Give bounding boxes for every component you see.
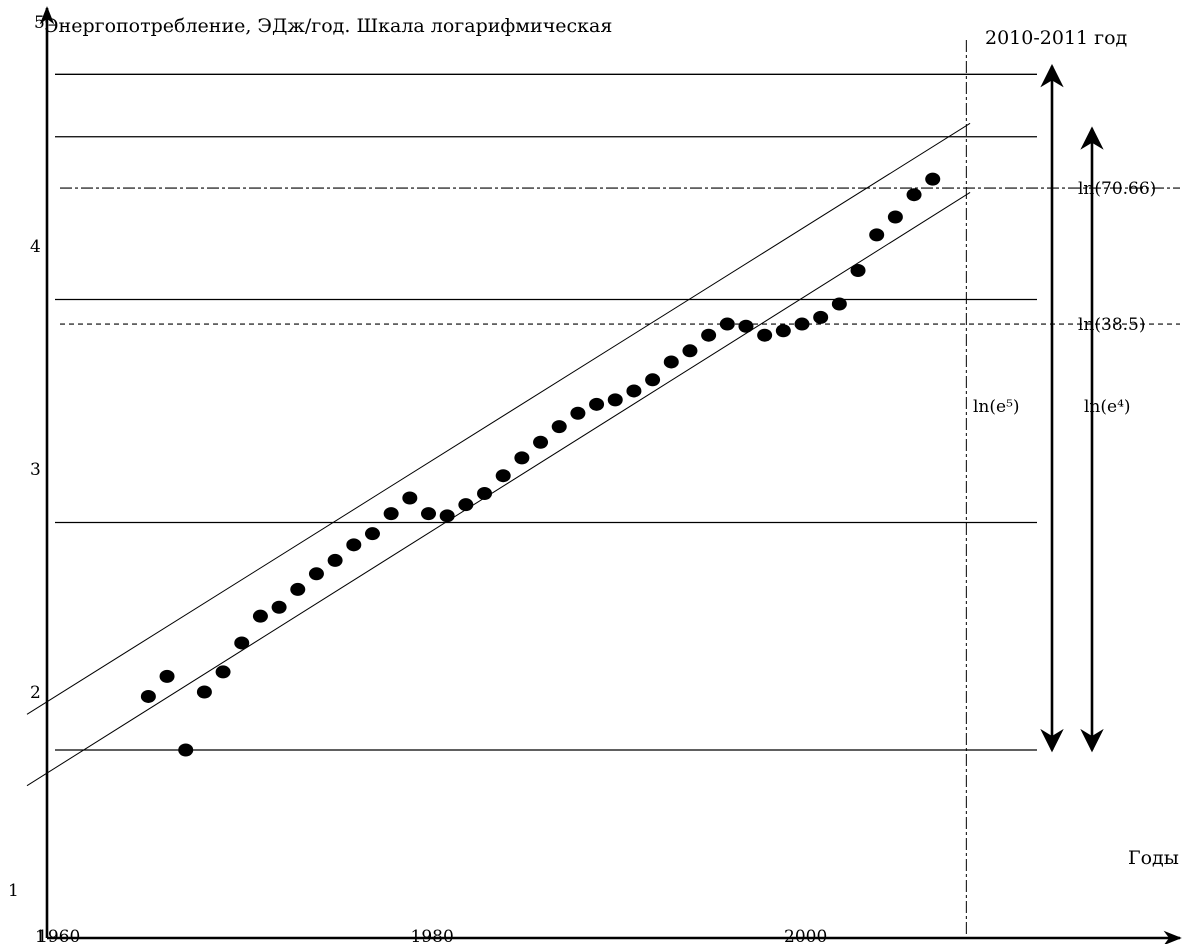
data-point-16	[439, 509, 455, 523]
data-point-2	[178, 743, 194, 757]
data-point-36	[813, 310, 829, 324]
forecast-year-label: 2010-2011 год	[985, 27, 1127, 49]
data-point-26	[626, 384, 642, 398]
data-point-10	[327, 553, 343, 567]
x-axis-label: Годы	[1128, 847, 1179, 869]
data-point-21	[533, 435, 549, 449]
data-point-38	[850, 264, 866, 278]
data-point-19	[495, 469, 511, 483]
data-point-35	[794, 317, 810, 331]
data-point-40	[887, 210, 903, 224]
data-point-34	[775, 324, 791, 338]
data-point-8	[290, 582, 306, 596]
data-point-23	[570, 406, 586, 420]
y-tick-label-3: 4	[30, 237, 41, 257]
range-label-0: ln(e⁵)	[973, 397, 1020, 417]
data-point-27	[645, 373, 661, 387]
trend-lower-line	[26, 192, 971, 787]
data-point-6	[252, 609, 268, 623]
y-tick-label-4: 5	[34, 13, 45, 33]
data-point-24	[589, 397, 605, 411]
y-axis-extra-label: 1	[8, 881, 19, 901]
chart-title: Энергопотребление, ЭДж/год. Шкала логари…	[44, 15, 612, 37]
data-point-32	[738, 319, 754, 333]
ref-line-label-1: ln(38.5)	[1078, 315, 1146, 335]
data-point-5	[234, 636, 250, 650]
data-point-41	[906, 188, 922, 202]
x-tick-label-2: 2000	[784, 927, 827, 944]
data-point-14	[402, 491, 418, 505]
data-point-3	[196, 685, 212, 699]
data-point-11	[346, 538, 362, 552]
y-tick-label-0: 1	[35, 927, 46, 944]
data-point-18	[477, 487, 493, 501]
y-tick-label-2: 3	[30, 460, 41, 480]
trend-upper-line	[26, 122, 971, 715]
data-point-17	[458, 498, 474, 512]
data-point-33	[757, 328, 773, 342]
data-point-9	[308, 567, 324, 581]
data-point-37	[831, 297, 847, 311]
data-point-20	[514, 451, 530, 465]
data-point-42	[925, 172, 941, 186]
data-point-22	[551, 420, 567, 434]
data-point-28	[663, 355, 679, 369]
data-point-13	[383, 507, 399, 521]
data-point-4	[215, 665, 231, 679]
x-tick-label-1: 1980	[411, 927, 454, 944]
data-point-15	[421, 507, 436, 521]
x-tick-label-0: 1960	[37, 927, 80, 944]
data-point-12	[364, 527, 380, 541]
data-point-7	[271, 600, 287, 614]
data-point-29	[682, 344, 698, 358]
data-point-30	[701, 328, 717, 342]
data-point-25	[607, 393, 623, 407]
y-tick-label-1: 2	[30, 683, 41, 703]
range-label-1: ln(e⁴)	[1084, 397, 1131, 417]
ref-line-label-0: ln(70.66)	[1078, 179, 1156, 199]
data-point-31	[719, 317, 735, 331]
data-point-39	[869, 228, 885, 242]
data-point-0	[140, 689, 156, 703]
data-point-1	[159, 669, 175, 683]
